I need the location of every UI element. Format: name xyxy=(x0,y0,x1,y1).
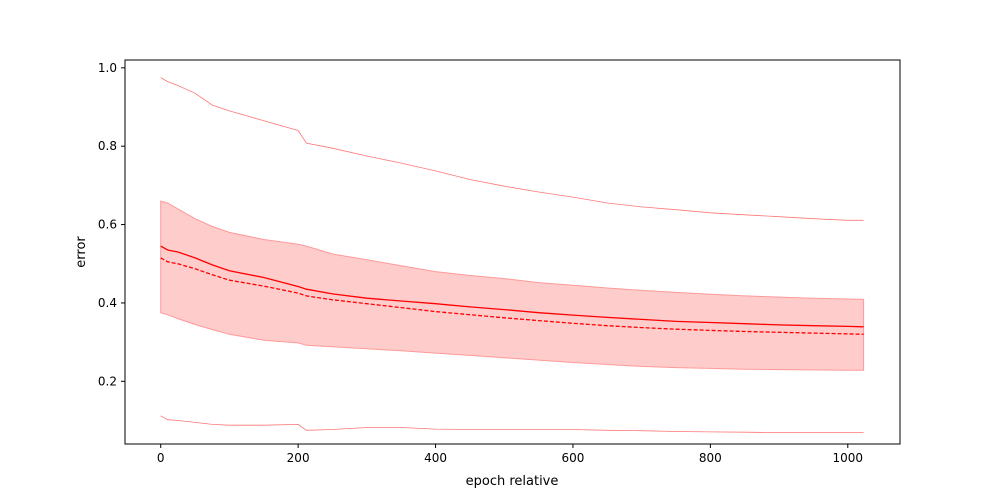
x-tick-label: 1000 xyxy=(833,451,864,465)
axes-frame xyxy=(124,59,901,445)
x-tick-label: 200 xyxy=(287,451,310,465)
y-tick-label: 0.2 xyxy=(98,374,117,388)
y-tick-label: 1.0 xyxy=(98,61,117,75)
y-tick-label: 0.8 xyxy=(98,139,117,153)
y-tick-label: 0.4 xyxy=(98,296,117,310)
x-tick-label: 600 xyxy=(562,451,585,465)
solid-series-line xyxy=(160,245,864,328)
x-tick-label: 400 xyxy=(424,451,447,465)
x-tick-label: 0 xyxy=(157,451,165,465)
x-axis-label: epoch relative xyxy=(466,474,559,489)
dashed-series-line xyxy=(160,257,864,335)
y-tick-label: 0.6 xyxy=(98,218,117,232)
std-band xyxy=(160,200,865,371)
x-tick-label: 800 xyxy=(699,451,722,465)
thin-upper-line xyxy=(160,77,864,221)
plot-area xyxy=(160,77,865,434)
y-axis-label: error xyxy=(74,236,89,268)
axis-ticks: 0 200 400 600 800 1000 0.2 0.4 0.6 0.8 1.0 xyxy=(98,61,863,465)
thin-lower-line xyxy=(160,415,864,434)
